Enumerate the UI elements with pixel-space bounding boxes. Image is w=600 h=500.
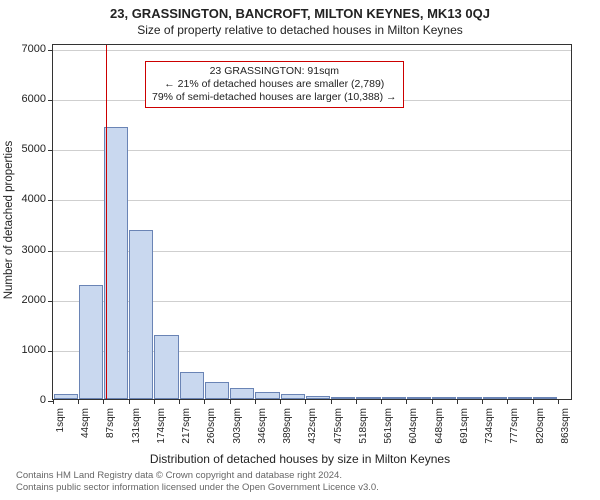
histogram-bar [483, 397, 507, 399]
annotation-line3: 79% of semi-detached houses are larger (… [152, 91, 397, 104]
annotation-box: 23 GRASSINGTON: 91sqm ← 21% of detached … [145, 61, 404, 108]
histogram-bar [54, 394, 78, 399]
x-tick-mark [129, 399, 130, 404]
histogram-bar [306, 396, 330, 399]
y-tick-mark [48, 351, 53, 352]
x-tick-mark [381, 399, 382, 404]
y-tick-mark [48, 200, 53, 201]
x-tick-mark [103, 399, 104, 404]
histogram-bar [129, 230, 153, 399]
histogram-bar [356, 397, 380, 399]
y-tick-label: 2000 [0, 294, 46, 306]
y-tick-label: 7000 [0, 43, 46, 55]
title-sub: Size of property relative to detached ho… [6, 23, 594, 37]
histogram-bar [331, 397, 355, 399]
x-tick-label: 87sqm [105, 408, 116, 438]
x-tick-mark [204, 399, 205, 404]
x-tick-mark [331, 399, 332, 404]
footer-line1: Contains HM Land Registry data © Crown c… [16, 470, 379, 482]
x-tick-label: 1sqm [55, 408, 66, 432]
marker-vline [106, 45, 107, 399]
histogram-bar [407, 397, 431, 399]
x-tick-label: 475sqm [333, 408, 344, 444]
y-tick-mark [48, 50, 53, 51]
x-tick-mark [154, 399, 155, 404]
y-tick-label: 0 [0, 394, 46, 406]
x-tick-label: 389sqm [282, 408, 293, 444]
y-tick-label: 5000 [0, 143, 46, 155]
x-tick-mark [179, 399, 180, 404]
x-tick-label: 561sqm [383, 408, 394, 444]
y-tick-label: 3000 [0, 244, 46, 256]
histogram-bar [205, 382, 229, 399]
x-tick-mark [406, 399, 407, 404]
x-tick-mark [558, 399, 559, 404]
x-tick-label: 174sqm [156, 408, 167, 444]
x-tick-label: 820sqm [535, 408, 546, 444]
x-tick-mark [78, 399, 79, 404]
x-tick-label: 777sqm [509, 408, 520, 444]
x-tick-mark [482, 399, 483, 404]
gridline [53, 50, 571, 51]
x-tick-label: 734sqm [484, 408, 495, 444]
y-tick-mark [48, 251, 53, 252]
x-tick-mark [356, 399, 357, 404]
y-tick-label: 6000 [0, 93, 46, 105]
histogram-bar [230, 388, 254, 399]
y-tick-mark [48, 301, 53, 302]
y-axis-label: Number of detached properties [3, 141, 15, 300]
histogram-bar [281, 394, 305, 399]
x-axis-label: Distribution of detached houses by size … [0, 452, 600, 466]
annotation-line2: ← 21% of detached houses are smaller (2,… [152, 78, 397, 91]
x-tick-mark [53, 399, 54, 404]
x-tick-mark [230, 399, 231, 404]
x-tick-label: 131sqm [131, 408, 142, 444]
x-tick-mark [507, 399, 508, 404]
gridline [53, 150, 571, 151]
histogram-bar [432, 397, 456, 399]
y-tick-label: 4000 [0, 193, 46, 205]
x-tick-label: 518sqm [358, 408, 369, 444]
y-tick-label: 1000 [0, 344, 46, 356]
x-tick-mark [533, 399, 534, 404]
histogram-bar [255, 392, 279, 399]
x-tick-label: 604sqm [408, 408, 419, 444]
chart-container: 23, GRASSINGTON, BANCROFT, MILTON KEYNES… [0, 0, 600, 500]
x-tick-label: 346sqm [257, 408, 268, 444]
x-tick-label: 863sqm [560, 408, 571, 444]
histogram-bar [104, 127, 128, 399]
annotation-line1: 23 GRASSINGTON: 91sqm [152, 65, 397, 78]
footer-line2: Contains public sector information licen… [16, 482, 379, 494]
y-tick-mark [48, 100, 53, 101]
plot-area: 23 GRASSINGTON: 91sqm ← 21% of detached … [52, 44, 572, 400]
x-tick-label: 432sqm [307, 408, 318, 444]
x-tick-mark [457, 399, 458, 404]
x-tick-label: 217sqm [181, 408, 192, 444]
histogram-bar [508, 397, 532, 399]
histogram-bar [382, 397, 406, 399]
x-tick-mark [280, 399, 281, 404]
histogram-bar [154, 335, 178, 399]
x-tick-label: 260sqm [206, 408, 217, 444]
y-tick-mark [48, 150, 53, 151]
x-tick-label: 303sqm [232, 408, 243, 444]
histogram-bar [79, 285, 103, 399]
x-tick-mark [432, 399, 433, 404]
gridline [53, 200, 571, 201]
histogram-bar [457, 397, 481, 399]
x-tick-mark [255, 399, 256, 404]
x-tick-mark [305, 399, 306, 404]
x-tick-label: 648sqm [434, 408, 445, 444]
histogram-bar [180, 372, 204, 399]
x-tick-label: 691sqm [459, 408, 470, 444]
title-main: 23, GRASSINGTON, BANCROFT, MILTON KEYNES… [6, 6, 594, 21]
x-tick-label: 44sqm [80, 408, 91, 438]
histogram-bar [533, 397, 557, 399]
footer: Contains HM Land Registry data © Crown c… [16, 470, 379, 494]
